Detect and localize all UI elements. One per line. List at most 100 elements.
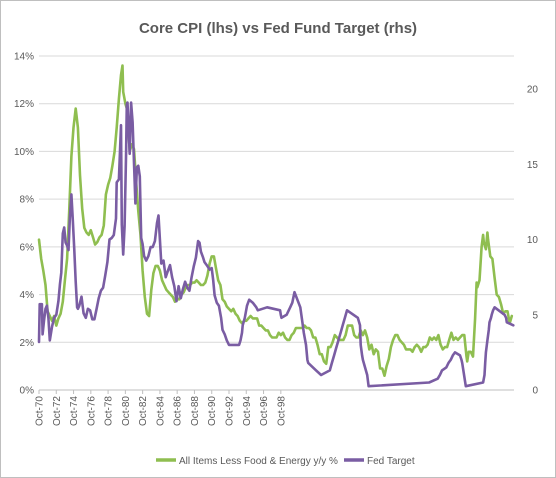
series-fed-target-point [484, 362, 486, 364]
series-fed-target-point [203, 261, 206, 263]
series-fed-target-point [180, 297, 182, 299]
series-core-cpi-point [496, 294, 498, 296]
series-core-cpi-point [506, 310, 509, 312]
series-core-cpi-point [217, 279, 219, 281]
series-core-cpi-point [489, 255, 491, 257]
series-fed-target-point [167, 270, 169, 272]
series-core-cpi-point [504, 310, 506, 312]
series-core-cpi-point [463, 334, 465, 336]
series-fed-target-point [366, 374, 368, 376]
series-fed-target-point [333, 354, 335, 356]
series-fed-target-point [66, 245, 68, 247]
series-core-cpi-point [38, 239, 40, 241]
series-fed-target-point [137, 165, 139, 167]
series-core-cpi-point [351, 325, 353, 327]
series-core-cpi-point [440, 344, 442, 346]
series-core-cpi-point [379, 367, 381, 370]
series-core-cpi-point [418, 346, 420, 348]
legend: All Items Less Food & Energy y/y % Fed T… [156, 456, 415, 467]
series-core-cpi-point [284, 336, 286, 339]
series-core-cpi-point [250, 315, 252, 317]
series-fed-target-point [209, 269, 211, 271]
series-fed-target-point [145, 260, 147, 262]
series-fed-target-point [160, 263, 162, 265]
series-fed-target-point [248, 299, 250, 301]
series-fed-target-point [447, 362, 450, 364]
series-fed-target-point [307, 362, 309, 364]
series-core-cpi-point [487, 239, 489, 241]
series-fed-target-line [37, 101, 515, 388]
series-core-cpi-point [388, 358, 390, 360]
series-fed-target-point [228, 344, 230, 346]
series-fed-target-point [133, 162, 135, 164]
series-core-cpi-point [450, 332, 452, 334]
series-core-cpi-point [470, 351, 472, 353]
series-fed-target-point [111, 237, 113, 239]
series-core-cpi-point [396, 334, 398, 336]
series-core-cpi-point [435, 339, 437, 341]
series-fed-target-point [73, 249, 75, 251]
series-fed-target-point [266, 306, 268, 308]
series-core-cpi-point [383, 375, 386, 377]
series-fed-target-point [252, 302, 254, 304]
series-fed-target-point [130, 102, 132, 104]
series-core-cpi-point [202, 284, 204, 286]
series-core-cpi-point [353, 334, 355, 336]
series-fed-target-point [439, 374, 441, 376]
series-fed-target-point [142, 243, 144, 245]
series-fed-target-point [47, 317, 50, 319]
series-core-cpi-point [206, 274, 208, 277]
series-fed-target-point [191, 276, 193, 278]
series-core-cpi-point [336, 336, 338, 339]
x-tick-label: Oct-94 [242, 396, 253, 426]
series-core-cpi-point [114, 150, 116, 152]
series-fed-target-point [482, 381, 484, 384]
x-tick-label: Oct-70 [35, 396, 46, 426]
series-fed-target-point [139, 175, 141, 177]
legend-label-core-cpi: All Items Less Food & Energy y/y % [179, 456, 338, 467]
series-core-cpi-point [329, 346, 332, 348]
x-axis: Oct-70 Oct-72 Oct-74 Oct-76 Oct-78 Oct-80 Oct-… [35, 390, 287, 426]
series-core-cpi-point [486, 231, 488, 234]
series-fed-target-point [193, 266, 195, 268]
series-core-cpi-point [476, 286, 478, 288]
series-core-cpi-point [288, 339, 291, 341]
series-core-cpi-point [498, 296, 500, 298]
series-core-cpi-point [472, 356, 474, 358]
series-core-cpi-point [88, 234, 90, 236]
series-core-cpi-point [327, 346, 329, 348]
series-fed-target-point [125, 151, 127, 153]
x-tick-label: Oct-86 [173, 396, 184, 426]
y-left-tick-label: 10% [14, 147, 34, 158]
series-fed-target-point [494, 306, 496, 308]
series-fed-target-point [246, 305, 248, 307]
series-core-cpi-point [172, 296, 174, 298]
series-fed-target-point [291, 302, 293, 304]
series-core-cpi-point [232, 308, 234, 310]
series-core-cpi-point [273, 336, 275, 339]
series-fed-target-point [78, 305, 80, 307]
series-core-cpi-point [280, 334, 282, 336]
series-core-cpi-point [159, 270, 161, 272]
series-core-cpi-point [224, 301, 226, 303]
series-core-cpi-point [511, 315, 513, 317]
series-fed-target-point [359, 324, 361, 326]
series-core-cpi-point [286, 339, 288, 341]
series-core-cpi-point [209, 263, 211, 265]
series-core-cpi-point [465, 356, 468, 358]
series-fed-target-point [102, 287, 104, 289]
series-core-cpi-point [355, 336, 357, 339]
series-fed-target-point [188, 290, 190, 292]
series-core-cpi-point [316, 344, 319, 346]
series-fed-target-point [257, 309, 259, 311]
series-fed-target-point [315, 369, 317, 371]
series-fed-target-point [51, 326, 53, 328]
series-fed-target-point [340, 332, 342, 334]
series-fed-target-point [441, 369, 443, 371]
series-fed-target-point [42, 333, 44, 335]
y-right-tick-label: 5 [532, 310, 538, 321]
series-core-cpi-point [392, 339, 394, 341]
series-core-cpi-point [267, 329, 269, 331]
series-core-cpi-point [275, 336, 278, 339]
series-core-cpi-point [306, 327, 308, 329]
